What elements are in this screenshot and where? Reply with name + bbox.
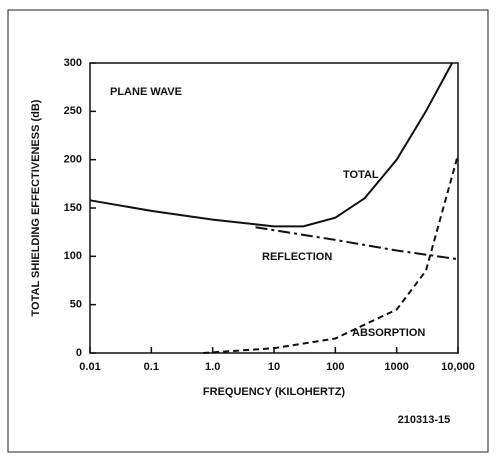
y-tick-label: 50: [70, 299, 82, 311]
series-line: [255, 226, 459, 261]
x-axis-label: FREQUENCY (KILOHERTZ): [203, 386, 346, 398]
plot-frame: [89, 62, 459, 354]
series-label: ABSORPTION: [352, 327, 425, 339]
frame: [7, 9, 489, 453]
x-tick-label: 10,000: [441, 361, 475, 373]
x-tick-label: 10: [268, 361, 280, 373]
y-tick-label: 200: [64, 154, 82, 166]
x-tick-label: 1000: [384, 361, 408, 373]
y-tick-label: 300: [64, 57, 82, 69]
x-tick-label: 100: [326, 361, 344, 373]
figure-number: 210313-15: [398, 414, 451, 426]
series-line: [89, 62, 453, 228]
x-tick-label: 0.1: [144, 361, 159, 373]
y-tick-label: 250: [64, 105, 82, 117]
series-label: REFLECTION: [262, 251, 332, 263]
series-label: TOTAL: [343, 169, 379, 181]
x-tick-label: 1.0: [205, 361, 220, 373]
annotation: PLANE WAVE: [110, 86, 182, 98]
x-tick-label: 0.01: [79, 361, 100, 373]
y-axis-label: TOTAL SHIELDING EFFECTIVENESS (dB): [30, 99, 42, 316]
y-tick-label: 100: [64, 250, 82, 262]
y-tick-label: 150: [64, 202, 82, 214]
y-tick-label: 0: [76, 347, 82, 359]
